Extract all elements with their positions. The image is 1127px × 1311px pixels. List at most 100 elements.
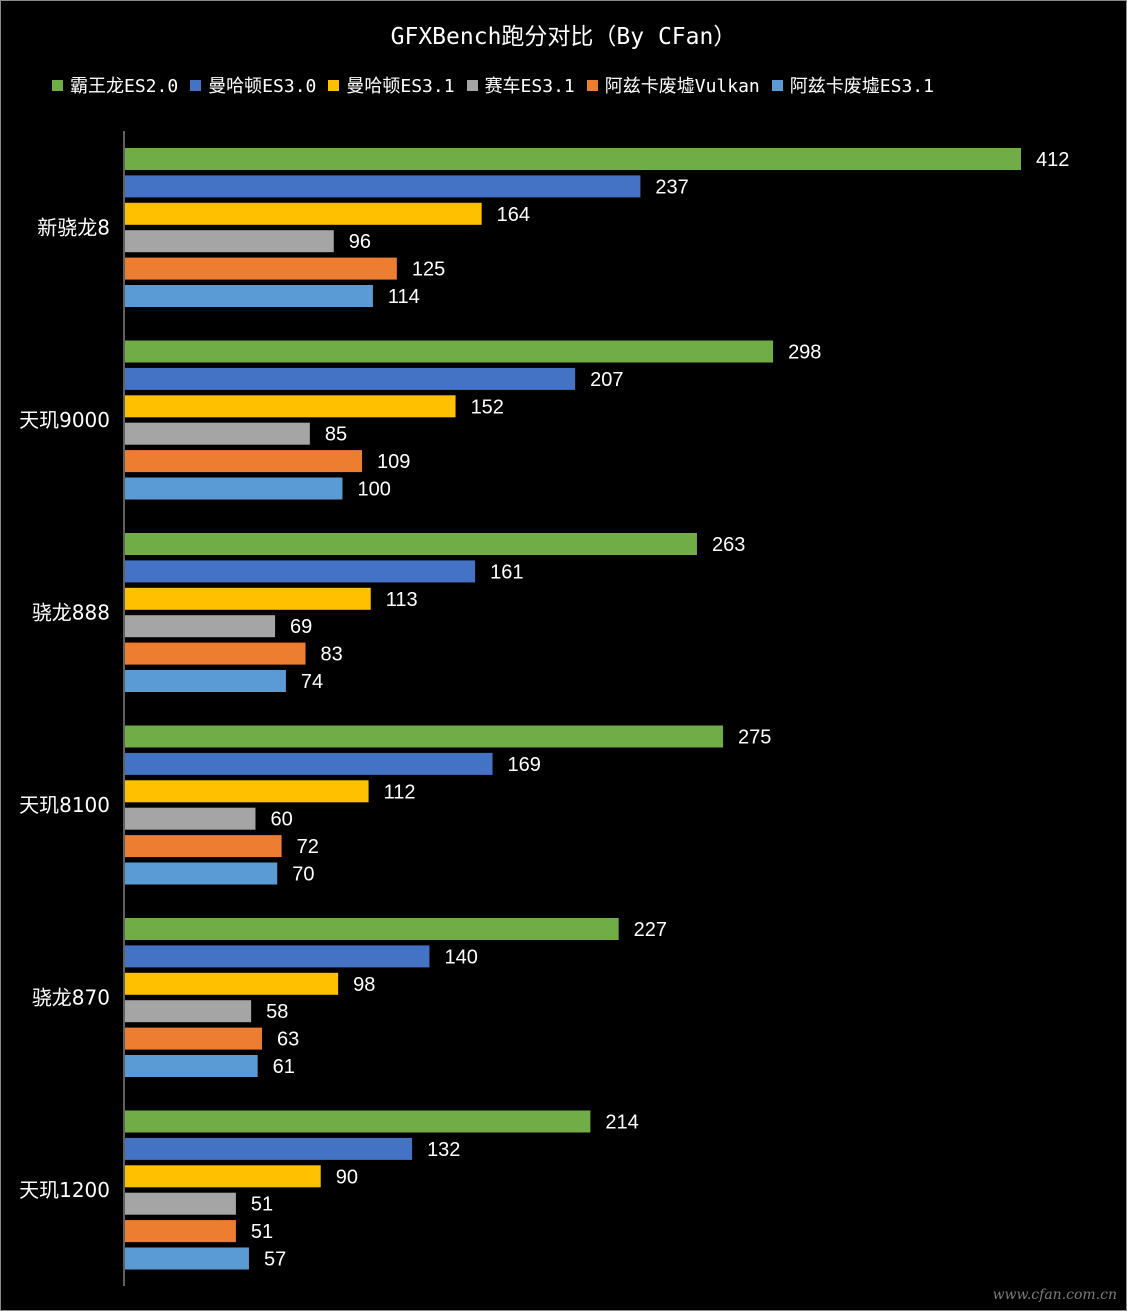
data-label: 90 xyxy=(336,1166,358,1188)
legend-label: 曼哈顿ES3.1 xyxy=(346,76,455,97)
data-label: 100 xyxy=(357,479,390,501)
data-label: 207 xyxy=(590,369,623,391)
bar xyxy=(125,477,343,500)
data-label: 83 xyxy=(321,644,343,666)
legend-swatch xyxy=(328,79,340,91)
bar xyxy=(125,587,371,610)
data-label: 275 xyxy=(738,727,771,749)
bar xyxy=(125,918,619,940)
legend-item: 曼哈顿ES3.1 xyxy=(328,72,455,98)
data-label: 237 xyxy=(655,176,688,198)
data-label: 109 xyxy=(377,451,410,473)
bar xyxy=(125,202,482,225)
bar xyxy=(125,642,306,665)
legend-label: 曼哈顿ES3.0 xyxy=(208,76,317,97)
data-label: 85 xyxy=(325,424,347,446)
bar xyxy=(125,615,276,638)
data-label: 114 xyxy=(388,286,420,308)
category-tick-label: 骁龙870 xyxy=(32,985,110,1009)
bar xyxy=(125,670,286,692)
data-label: 58 xyxy=(266,1001,288,1023)
category-tick-label: 骁龙888 xyxy=(32,600,110,624)
data-label: 161 xyxy=(490,561,523,583)
data-label: 263 xyxy=(712,534,745,556)
data-label: 60 xyxy=(270,809,292,831)
data-label: 152 xyxy=(471,396,504,418)
data-label: 51 xyxy=(251,1194,273,1216)
bar xyxy=(125,1247,249,1270)
legend-swatch xyxy=(586,79,598,91)
data-label: 70 xyxy=(292,864,314,886)
legend-label: 霸王龙ES2.0 xyxy=(70,76,179,97)
legend-swatch xyxy=(52,79,63,91)
legend-item: 霸王龙ES2.0 xyxy=(52,72,178,98)
data-label: 113 xyxy=(386,589,418,611)
legend-label: 阿兹卡废墟Vulkan xyxy=(604,76,760,97)
legend-swatch xyxy=(190,79,202,91)
data-label: 98 xyxy=(353,974,375,996)
data-label: 169 xyxy=(508,754,541,776)
bar xyxy=(125,807,256,830)
bar xyxy=(125,835,282,858)
bar xyxy=(125,972,339,995)
bar xyxy=(125,450,363,473)
bar xyxy=(125,367,576,390)
bar xyxy=(125,148,1021,170)
legend-swatch xyxy=(466,79,478,91)
category-tick-label: 天玑8100 xyxy=(19,793,110,817)
data-label: 96 xyxy=(349,231,371,253)
bar xyxy=(125,560,476,583)
bar xyxy=(125,340,774,363)
data-label: 298 xyxy=(788,342,821,364)
legend-item: 赛车ES3.1 xyxy=(466,72,575,98)
bar xyxy=(125,945,430,968)
data-label: 69 xyxy=(290,616,312,638)
bar xyxy=(125,422,310,445)
bar xyxy=(125,780,369,803)
legend-item: 阿兹卡废墟ES3.1 xyxy=(771,72,934,98)
data-label: 227 xyxy=(634,919,667,941)
data-label: 214 xyxy=(605,1112,638,1134)
data-label: 63 xyxy=(277,1029,299,1051)
bar xyxy=(125,1000,252,1023)
bar xyxy=(125,862,278,885)
data-label: 57 xyxy=(264,1249,286,1271)
data-label: 125 xyxy=(412,259,445,281)
bar xyxy=(125,725,724,748)
watermark: www.cfan.com.cn xyxy=(992,1287,1117,1303)
data-label: 132 xyxy=(427,1139,460,1161)
bar xyxy=(125,533,697,555)
bar xyxy=(125,1220,236,1243)
bar xyxy=(125,752,493,775)
bar xyxy=(125,285,373,307)
data-label: 164 xyxy=(497,204,530,226)
legend-swatch xyxy=(771,79,783,91)
legend-label: 赛车ES3.1 xyxy=(484,76,575,97)
bar xyxy=(125,257,397,280)
legend-item: 曼哈顿ES3.0 xyxy=(190,72,316,98)
data-label: 51 xyxy=(251,1221,273,1243)
bar xyxy=(125,1027,263,1050)
data-label: 61 xyxy=(273,1056,295,1078)
data-label: 140 xyxy=(444,946,477,968)
chart-title: GFXBench跑分对比（By CFan） xyxy=(390,24,737,50)
bar xyxy=(125,1165,321,1188)
data-label: 112 xyxy=(384,781,416,803)
bar xyxy=(125,1055,258,1077)
category-tick-label: 新骁龙8 xyxy=(37,215,110,239)
data-label: 412 xyxy=(1036,149,1069,171)
category-tick-label: 天玑9000 xyxy=(19,408,110,432)
category-tick-label: 天玑1200 xyxy=(19,1178,110,1202)
bar xyxy=(125,175,641,198)
bar xyxy=(125,1137,413,1160)
legend-label: 阿兹卡废墟ES3.1 xyxy=(789,76,934,97)
data-label: 74 xyxy=(301,671,323,693)
legend-item: 阿兹卡废墟Vulkan xyxy=(586,72,760,98)
bar xyxy=(125,1110,591,1133)
bar xyxy=(125,1192,236,1215)
data-label: 72 xyxy=(297,836,319,858)
bar xyxy=(125,230,334,253)
chart-legend: 霸王龙ES2.0 曼哈顿ES3.0 曼哈顿ES3.1 赛车ES3.1 阿兹卡废墟Vulk… xyxy=(52,72,946,98)
bar xyxy=(125,395,456,418)
